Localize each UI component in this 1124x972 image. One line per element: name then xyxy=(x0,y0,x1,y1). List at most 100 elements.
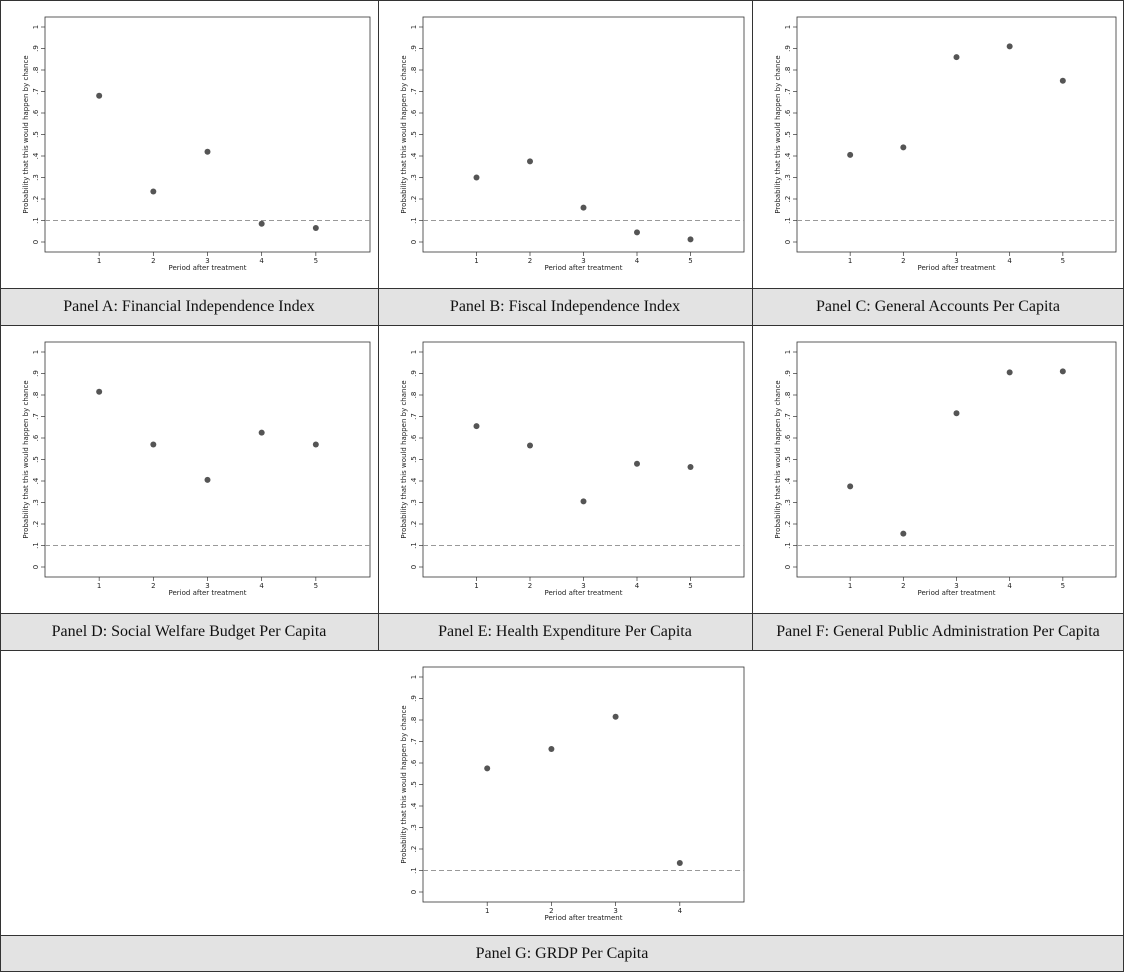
y-tick-label: .9 xyxy=(32,45,40,52)
point xyxy=(634,460,640,467)
point xyxy=(676,859,683,866)
y-tick-label: .5 xyxy=(410,781,418,788)
x-tick-label: 2 xyxy=(528,582,532,590)
caption-band xyxy=(378,613,752,650)
y-tick-label: .4 xyxy=(784,477,792,484)
y-tick-label: .8 xyxy=(32,67,40,74)
x-axis-label: Period after treatment xyxy=(545,589,623,597)
x-axis-label: Period after treatment xyxy=(169,264,247,272)
y-axis-label: Probability that this would happen by ch… xyxy=(400,55,408,213)
point xyxy=(527,442,533,449)
caption-band xyxy=(752,288,1124,325)
y-tick-label: .9 xyxy=(784,370,792,377)
point xyxy=(548,746,555,753)
y-tick-label: .4 xyxy=(784,152,792,159)
y-tick-label: .2 xyxy=(784,196,792,203)
y-tick-label: .8 xyxy=(410,717,418,724)
y-tick-label: .4 xyxy=(32,477,40,484)
y-tick-label: .5 xyxy=(32,131,40,138)
x-tick-label: 4 xyxy=(635,582,640,590)
y-tick-label: .2 xyxy=(410,521,418,528)
y-tick-label: .3 xyxy=(784,174,792,181)
caption-band xyxy=(752,613,1124,650)
y-tick-label: .3 xyxy=(32,499,40,506)
point xyxy=(150,441,157,448)
point xyxy=(96,388,103,395)
y-tick-label: .3 xyxy=(410,174,418,181)
x-tick-label: 3 xyxy=(613,907,617,915)
x-tick-label: 2 xyxy=(549,907,553,915)
point xyxy=(1059,77,1066,84)
y-tick-label: 0 xyxy=(32,565,40,569)
x-axis-label: Period after treatment xyxy=(545,914,623,922)
panel: 0 .1 .2 .3 .4 .5 .6 .7 .8 .9 1 1 2 3 4 Period after tre… xyxy=(400,666,745,962)
panel-caption: Panel C: General Accounts Per Capita xyxy=(816,298,1060,315)
caption-band xyxy=(0,613,378,650)
x-axis-label: Period after treatment xyxy=(918,264,996,272)
point xyxy=(96,92,103,99)
x-tick-label: 1 xyxy=(474,257,478,265)
y-tick-label: .2 xyxy=(32,196,40,203)
y-tick-label: .3 xyxy=(410,824,418,831)
y-tick-label: .3 xyxy=(784,499,792,506)
y-tick-label: .6 xyxy=(32,434,40,441)
y-tick-label: .5 xyxy=(784,456,792,463)
panel-caption: Panel E: Health Expenditure Per Capita xyxy=(438,623,692,640)
point xyxy=(953,54,960,61)
x-tick-label: 5 xyxy=(1061,582,1065,590)
point xyxy=(580,498,587,505)
y-tick-label: 1 xyxy=(784,350,792,354)
y-tick-label: .9 xyxy=(32,370,40,377)
x-tick-label: 3 xyxy=(954,257,958,265)
y-tick-label: .7 xyxy=(410,738,418,745)
point xyxy=(612,713,619,720)
y-tick-label: .6 xyxy=(410,759,418,766)
y-tick-label: 1 xyxy=(410,675,418,679)
y-tick-label: 0 xyxy=(410,240,418,244)
x-tick-label: 2 xyxy=(151,257,155,265)
y-tick-label: .4 xyxy=(410,477,418,484)
y-tick-label: .7 xyxy=(784,413,792,420)
point xyxy=(687,236,694,243)
x-tick-label: 4 xyxy=(678,907,683,915)
plot-frame xyxy=(796,16,1117,253)
panel: 0 .1 .2 .3 .4 .5 .6 .7 .8 .9 1 1 2 3 4 5 Period after tr… xyxy=(774,16,1117,315)
x-tick-label: 5 xyxy=(314,582,318,590)
x-tick-label: 5 xyxy=(314,257,318,265)
y-tick-label: .9 xyxy=(784,45,792,52)
point xyxy=(527,158,533,165)
x-tick-label: 1 xyxy=(97,582,101,590)
y-tick-label: .1 xyxy=(410,542,418,549)
y-tick-label: .1 xyxy=(410,217,418,224)
y-tick-label: .3 xyxy=(410,499,418,506)
x-tick-label: 3 xyxy=(205,257,209,265)
x-tick-label: 5 xyxy=(1061,257,1065,265)
point xyxy=(258,429,265,436)
y-tick-label: 1 xyxy=(32,25,40,29)
y-tick-label: 0 xyxy=(32,240,40,244)
point xyxy=(847,151,854,158)
plot-frame xyxy=(422,341,745,578)
x-tick-label: 2 xyxy=(151,582,155,590)
y-tick-label: .9 xyxy=(410,45,418,52)
y-tick-label: .6 xyxy=(410,109,418,116)
point xyxy=(900,144,907,151)
y-tick-label: .7 xyxy=(410,88,418,95)
y-tick-label: .8 xyxy=(784,392,792,399)
point xyxy=(847,483,854,490)
point xyxy=(953,410,960,417)
point xyxy=(258,220,265,227)
x-tick-label: 4 xyxy=(259,257,264,265)
y-tick-label: .7 xyxy=(32,413,40,420)
y-tick-label: 0 xyxy=(784,565,792,569)
point xyxy=(312,225,319,232)
point xyxy=(473,423,480,430)
y-tick-label: .9 xyxy=(410,695,418,702)
point xyxy=(580,204,587,211)
y-tick-label: .7 xyxy=(32,88,40,95)
point xyxy=(150,188,157,195)
y-axis-label: Probability that this would happen by ch… xyxy=(774,55,782,213)
panel: 0 .1 .2 .3 .4 .5 .6 .7 .8 .9 1 1 2 3 4 5 Period after tr… xyxy=(22,16,371,315)
y-tick-label: .1 xyxy=(784,217,792,224)
